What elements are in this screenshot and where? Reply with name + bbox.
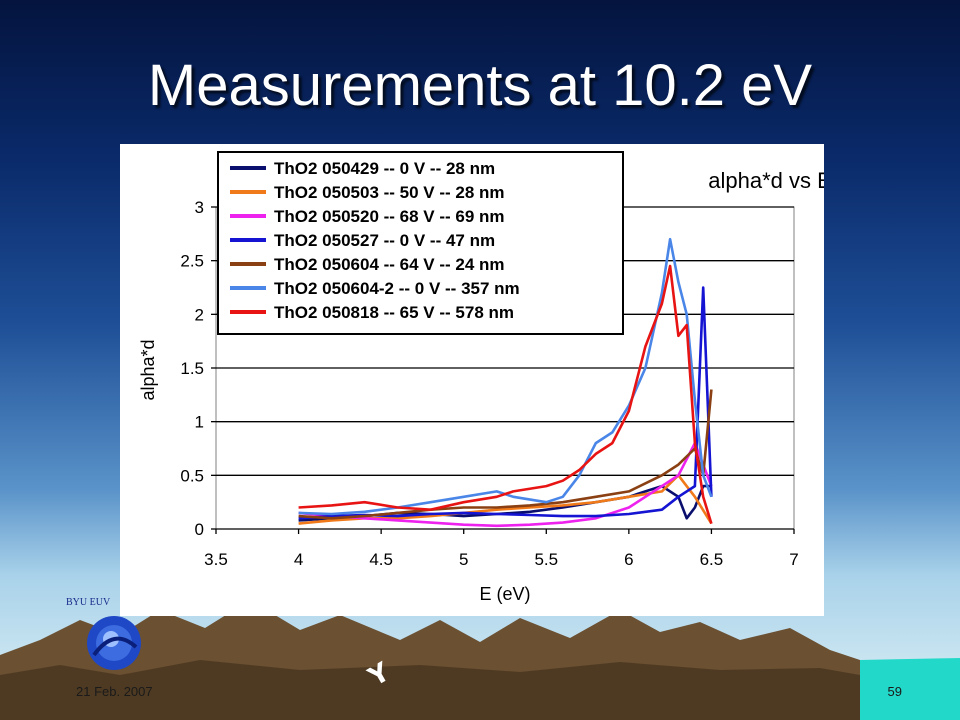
y-axis-label: alpha*d <box>138 339 158 400</box>
series-line-6 <box>298 237 713 516</box>
chart-title: alpha*d vs E <box>708 168 824 193</box>
y-tick-label: 1 <box>195 413 204 432</box>
legend-label-2: ThO2 050503 -- 50 V -- 28 nm <box>274 183 505 202</box>
legend-label-5: ThO2 050604 -- 64 V -- 24 nm <box>274 255 505 274</box>
x-tick-label: 5.5 <box>534 550 558 569</box>
x-tick-label: 5 <box>459 550 468 569</box>
mountain-landscape <box>0 600 960 720</box>
y-tick-label: 0 <box>195 520 204 539</box>
page-number: 59 <box>887 684 902 699</box>
footer-date: 21 Feb. 2007 <box>76 684 153 699</box>
y-tick-label: 0.5 <box>180 466 204 485</box>
x-axis-label: E (eV) <box>479 584 530 604</box>
legend-label-3: ThO2 050520 -- 68 V -- 69 nm <box>274 207 505 226</box>
y-tick-label: 1.5 <box>180 359 204 378</box>
series-line-3 <box>298 441 713 528</box>
legend-label-4: ThO2 050527 -- 0 V -- 47 nm <box>274 231 495 250</box>
series-line-7 <box>298 264 713 524</box>
x-tick-label: 7 <box>789 550 798 569</box>
x-tick-label: 3.5 <box>204 550 228 569</box>
logo-text: BYU EUV <box>66 597 111 608</box>
series-line-5 <box>298 389 713 520</box>
x-tick-label: 6.5 <box>700 550 724 569</box>
y-tick-label: 2.5 <box>180 252 204 271</box>
byu-euv-logo: BYU EUV <box>66 597 156 673</box>
chart-legend: ThO2 050429 -- 0 V -- 28 nm ThO2 050503 -… <box>217 151 624 335</box>
legend-label-7: ThO2 050818 -- 65 V -- 578 nm <box>274 303 514 322</box>
legend-label-1: ThO2 050429 -- 0 V -- 28 nm <box>274 159 495 178</box>
legend-label-6: ThO2 050604-2 -- 0 V -- 357 nm <box>274 279 520 298</box>
x-tick-label: 6 <box>624 550 633 569</box>
line-chart: 0 0.5 1 1.5 2 2.5 3 3.5 4 4.5 5 5.5 6 6.5 7 alpha*d vs… <box>138 151 832 604</box>
x-tick-label: 4.5 <box>369 550 393 569</box>
y-tick-label: 2 <box>195 305 204 324</box>
chart-panel: 0 0.5 1 1.5 2 2.5 3 3.5 4 4.5 5 5.5 6 6.5 7 alpha*d vs… <box>120 144 832 616</box>
x-tick-label: 4 <box>294 550 303 569</box>
slide-title: Measurements at 10.2 eV <box>147 53 813 118</box>
y-tick-label: 3 <box>195 198 204 217</box>
legend-box <box>217 151 624 335</box>
